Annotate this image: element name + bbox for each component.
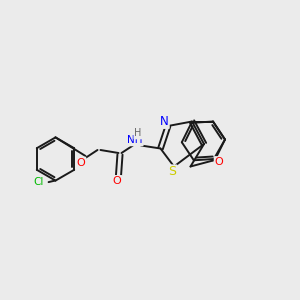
Text: NH: NH: [127, 135, 143, 146]
Text: H: H: [134, 128, 142, 139]
Text: S: S: [169, 165, 176, 178]
Text: O: O: [112, 176, 122, 186]
Text: Cl: Cl: [34, 177, 44, 187]
Text: N: N: [160, 115, 169, 128]
Text: O: O: [76, 158, 85, 168]
Text: O: O: [214, 157, 224, 167]
